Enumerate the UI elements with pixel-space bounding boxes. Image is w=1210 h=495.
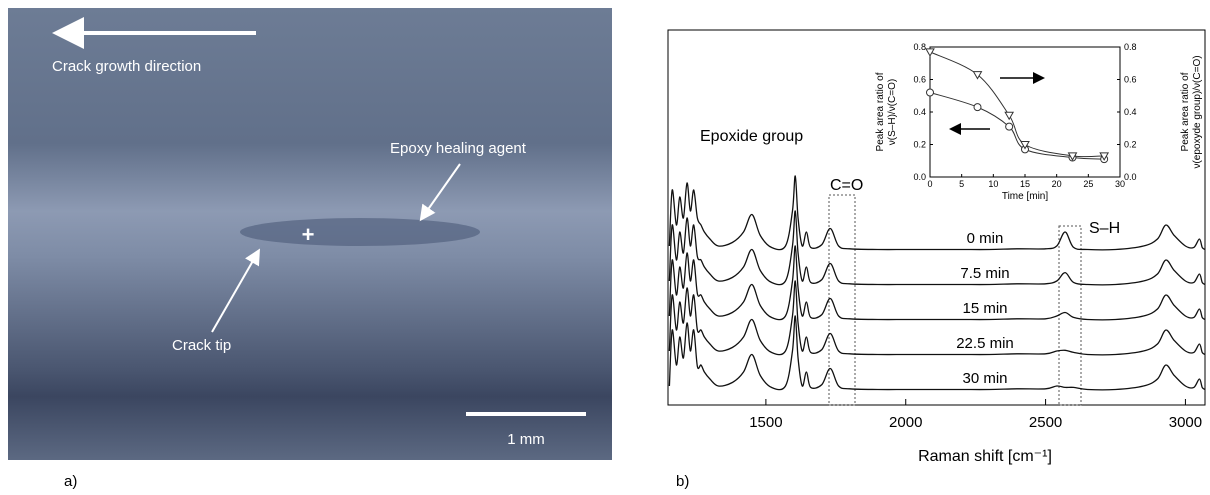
inset-y-tick-label: 0.8	[913, 42, 926, 52]
inset-marker	[925, 48, 935, 57]
inset-x-tick-label: 10	[988, 179, 998, 189]
inset-x-tick-label: 5	[959, 179, 964, 189]
x-tick-label: 3000	[1169, 414, 1202, 431]
spectrum	[668, 245, 1206, 321]
agent-region	[240, 218, 480, 246]
annotation: S–H	[1089, 220, 1120, 237]
inset-y2-tick-label: 0.6	[1124, 75, 1137, 85]
inset-frame	[929, 46, 1121, 178]
agent-arrow	[419, 163, 461, 222]
marker: +	[302, 222, 315, 247]
inset-y2-tick-label: 0.4	[1124, 107, 1137, 117]
inset-y-tick-label: 0.0	[913, 172, 926, 182]
annotation: Epoxide group	[700, 128, 803, 145]
series-label: 30 min	[962, 370, 1007, 387]
scale-label: 1 mm	[507, 431, 545, 448]
x-axis-label: Raman shift [cm⁻¹]	[918, 448, 1052, 465]
inset-marker	[1099, 152, 1110, 161]
inset-y-label: Peak area ratio of	[875, 72, 886, 151]
inset-y2-label: Peak area ratio of	[1180, 72, 1191, 151]
inset-marker	[1067, 152, 1078, 161]
plot-frame	[667, 29, 1206, 406]
inset-marker	[973, 103, 982, 112]
inset-marker	[926, 88, 934, 97]
inset-y2-tick-label: 0.8	[1124, 42, 1137, 52]
tip-label: Crack tip	[172, 337, 231, 354]
inset-x-tick-label: 0	[927, 179, 932, 189]
inset-y2-label: ν(epoxyde group)/ν(C=O)	[1192, 55, 1203, 168]
spectrum	[668, 210, 1206, 286]
inset-marker	[1020, 141, 1030, 150]
inset-x-label: Time [min]	[1002, 191, 1049, 202]
inset-x-tick-label: 15	[1020, 179, 1030, 189]
inset-y-tick-label: 0.2	[913, 140, 926, 150]
x-tick-label: 2500	[1029, 414, 1062, 431]
spectrum	[668, 315, 1206, 391]
inset-y-tick-label: 0.4	[913, 107, 926, 117]
series-label: 22.5 min	[956, 335, 1014, 352]
inset-x-tick-label: 25	[1083, 179, 1093, 189]
annotation: C=O	[830, 177, 863, 194]
inset-x-tick-label: 30	[1115, 179, 1125, 189]
spectrum	[668, 280, 1206, 356]
direction-label: Crack growth direction	[52, 58, 201, 75]
series-label: 0 min	[967, 230, 1004, 247]
x-tick-label: 2000	[889, 414, 922, 431]
inset-y-tick-label: 0.6	[913, 75, 926, 85]
inset-y2-tick-label: 0.2	[1124, 140, 1137, 150]
agent-label: Epoxy healing agent	[390, 140, 527, 157]
spectrum	[668, 175, 1206, 251]
inset-marker	[1005, 122, 1014, 131]
inset-y2-tick-label: 0.0	[1124, 172, 1137, 182]
inset-marker	[972, 71, 983, 80]
panel-label: b)	[676, 473, 689, 490]
x-tick-label: 1500	[749, 414, 782, 431]
series-label: 7.5 min	[960, 265, 1009, 282]
series-label: 15 min	[962, 300, 1007, 317]
inset-marker	[1004, 111, 1015, 121]
co-box	[828, 194, 856, 406]
panel-label: a)	[64, 473, 77, 490]
inset-y-label: ν(S–H)/ν(C=O)	[887, 79, 898, 145]
tip-arrow	[211, 248, 260, 333]
inset-x-tick-label: 20	[1052, 179, 1062, 189]
